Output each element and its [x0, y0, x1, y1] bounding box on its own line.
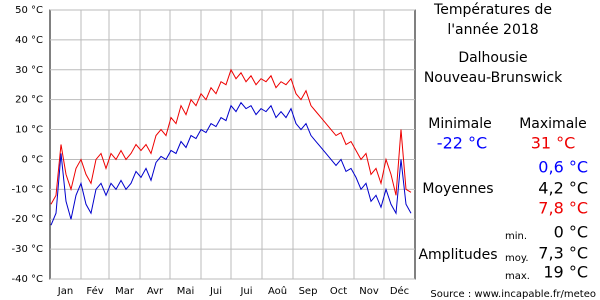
- label: max.: [505, 271, 530, 282]
- value: -22 °C: [437, 134, 487, 153]
- x-tick-label: Sep: [299, 286, 318, 297]
- x-tick-label: Mai: [177, 286, 195, 297]
- series-line: [50, 68, 412, 205]
- y-tick-label: -40 °C: [12, 274, 44, 285]
- label: Minimale: [428, 116, 491, 132]
- x-tick-label: Jui: [209, 286, 222, 297]
- x-tick-label: Jui: [239, 286, 252, 297]
- x-tick-label: Aoû: [268, 285, 287, 297]
- y-tick-label: 30 °C: [15, 65, 43, 76]
- place: Dalhousie: [458, 50, 527, 66]
- y-tick-label: 40 °C: [15, 35, 43, 46]
- x-tick-label: Nov: [359, 286, 379, 297]
- label: Moyennes: [422, 181, 493, 197]
- x-tick-label: Déc: [390, 285, 409, 297]
- title: l'année 2018: [447, 22, 538, 38]
- place: Nouveau-Brunswick: [424, 70, 563, 86]
- label: Maximale: [519, 116, 587, 132]
- value: 7,8 °C: [538, 199, 588, 218]
- y-tick-label: -10 °C: [12, 184, 44, 195]
- source: Source : www.incapable.fr/meteo: [430, 289, 596, 300]
- plot-frame: [49, 9, 416, 280]
- x-tick-label: Fév: [86, 285, 103, 297]
- y-tick-label: 0 °C: [21, 154, 43, 165]
- label: min.: [505, 231, 527, 242]
- series-line: [50, 101, 412, 226]
- value: 31 °C: [531, 134, 576, 153]
- x-tick-label: Jan: [57, 286, 73, 297]
- label: moy.: [505, 253, 529, 264]
- x-tick-label: Avr: [147, 286, 164, 297]
- value: 0 °C: [554, 223, 588, 242]
- y-tick-label: 50 °C: [15, 5, 43, 16]
- x-tick-label: Mar: [115, 286, 135, 297]
- value: 4,2 °C: [538, 179, 588, 198]
- value: 0,6 °C: [538, 158, 588, 177]
- y-tick-label: -20 °C: [12, 214, 44, 225]
- y-tick-label: 20 °C: [15, 95, 43, 106]
- y-tick-label: -30 °C: [12, 244, 44, 255]
- y-tick-label: 10 °C: [15, 125, 43, 136]
- x-tick-label: Oct: [330, 286, 347, 297]
- value: 19 °C: [543, 263, 588, 282]
- title: Températures de: [433, 2, 552, 18]
- value: 7,3 °C: [538, 244, 588, 263]
- label: Amplitudes: [418, 247, 497, 263]
